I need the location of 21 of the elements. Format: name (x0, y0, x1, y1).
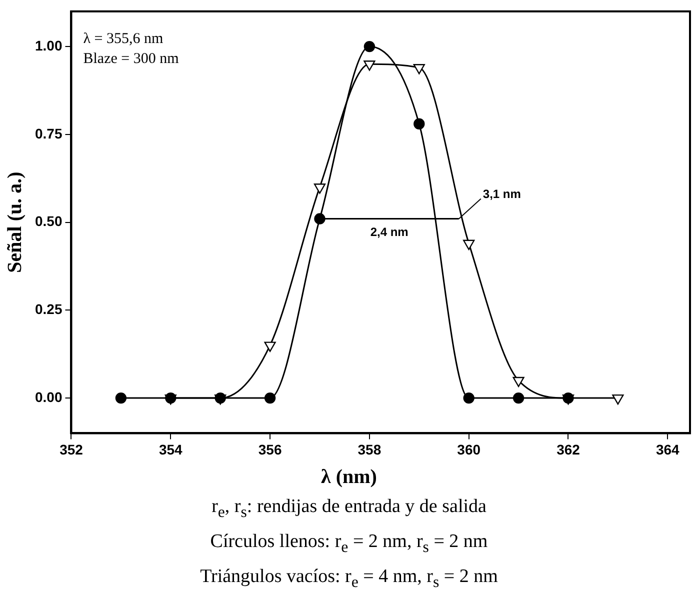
text: Triángulos vacíos: r$_{e}$ = 4 nm, r$_{s}$ = 2 nm (199, 564, 499, 592)
y-axis-title: Señal (u. a.) (4, 172, 26, 273)
x-tick-label: 358 (358, 441, 382, 458)
y-tick-label: 0.50 (35, 213, 62, 230)
annotation: 2,4 nm (370, 225, 408, 240)
text: Círculos llenos: r$_{e}$ = 2 nm, r$_{s}$ = 2 nm (209, 530, 489, 558)
x-tick-label: 360 (457, 441, 481, 458)
x-tick-label: 362 (556, 441, 580, 458)
y-tick-label: 0.25 (35, 301, 62, 318)
x-tick-label: 354 (158, 441, 183, 458)
x-tick-label: 352 (60, 441, 84, 458)
annotation: Blaze = 300 nm (83, 50, 180, 67)
y-tick-label: 1.00 (35, 37, 62, 54)
x-tick-label: 356 (258, 441, 282, 458)
annotation: 3,1 nm (482, 187, 521, 202)
text: r$_{e}$, r$_{s}$: rendijas de entrada y de salida (210, 495, 488, 523)
annotation: λ = 355,6 nm (83, 30, 164, 47)
y-tick-label: 0.75 (35, 125, 62, 142)
x-axis-title: λ (nm) (320, 465, 378, 490)
y-tick-label: 0.00 (35, 388, 62, 405)
x-tick-label: 364 (656, 441, 680, 458)
